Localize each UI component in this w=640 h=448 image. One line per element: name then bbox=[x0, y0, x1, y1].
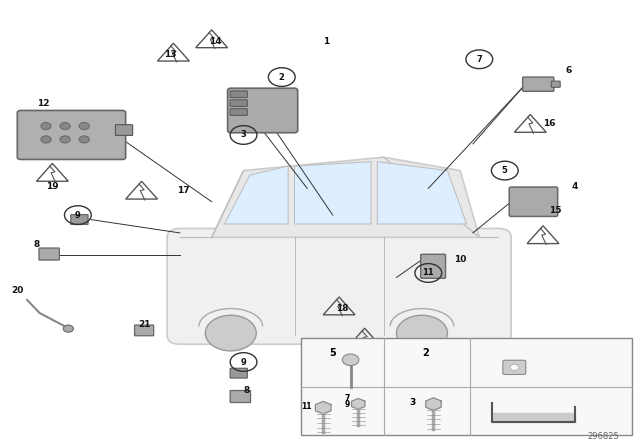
Text: 3: 3 bbox=[409, 397, 415, 407]
Text: 2: 2 bbox=[422, 348, 429, 358]
Text: 5: 5 bbox=[330, 348, 336, 358]
FancyBboxPatch shape bbox=[134, 325, 154, 336]
Text: 17: 17 bbox=[177, 186, 189, 195]
Polygon shape bbox=[426, 398, 441, 410]
Text: 10: 10 bbox=[454, 255, 467, 264]
Polygon shape bbox=[378, 162, 467, 224]
Polygon shape bbox=[225, 166, 288, 224]
Text: 19: 19 bbox=[46, 181, 59, 191]
Text: 16: 16 bbox=[543, 119, 556, 128]
Text: 18: 18 bbox=[336, 304, 349, 313]
Circle shape bbox=[60, 136, 70, 143]
Text: 20: 20 bbox=[11, 286, 24, 295]
Text: 9: 9 bbox=[75, 211, 81, 220]
Circle shape bbox=[342, 354, 359, 366]
FancyBboxPatch shape bbox=[17, 111, 125, 159]
Text: 11: 11 bbox=[422, 268, 434, 277]
Text: 9: 9 bbox=[345, 400, 350, 409]
Text: 7: 7 bbox=[476, 55, 482, 64]
Circle shape bbox=[79, 122, 90, 129]
Polygon shape bbox=[351, 399, 365, 409]
Text: 6: 6 bbox=[565, 66, 572, 75]
Polygon shape bbox=[316, 401, 331, 414]
FancyBboxPatch shape bbox=[420, 254, 445, 278]
Circle shape bbox=[79, 136, 90, 143]
Text: 4: 4 bbox=[572, 181, 578, 191]
Text: 8: 8 bbox=[33, 240, 40, 249]
Text: 21: 21 bbox=[138, 320, 151, 329]
FancyBboxPatch shape bbox=[230, 91, 247, 98]
FancyBboxPatch shape bbox=[230, 368, 247, 378]
Text: 7: 7 bbox=[345, 395, 350, 404]
Circle shape bbox=[60, 122, 70, 129]
Text: 11: 11 bbox=[301, 402, 311, 411]
Text: 14: 14 bbox=[209, 37, 221, 46]
Circle shape bbox=[41, 136, 51, 143]
Text: 1: 1 bbox=[323, 37, 330, 46]
Text: 2: 2 bbox=[279, 73, 285, 82]
Circle shape bbox=[41, 122, 51, 129]
Circle shape bbox=[205, 315, 256, 351]
FancyBboxPatch shape bbox=[71, 215, 88, 224]
FancyBboxPatch shape bbox=[228, 88, 298, 133]
FancyBboxPatch shape bbox=[551, 81, 560, 87]
Text: 3: 3 bbox=[241, 130, 246, 139]
Polygon shape bbox=[294, 162, 371, 224]
Text: 13: 13 bbox=[164, 50, 177, 59]
Polygon shape bbox=[212, 157, 479, 237]
FancyBboxPatch shape bbox=[230, 391, 250, 403]
Circle shape bbox=[510, 364, 519, 370]
Text: 296825: 296825 bbox=[588, 432, 620, 441]
FancyBboxPatch shape bbox=[503, 360, 526, 375]
Text: 15: 15 bbox=[550, 206, 562, 215]
Text: 8: 8 bbox=[244, 387, 250, 396]
Circle shape bbox=[63, 325, 74, 332]
Circle shape bbox=[396, 315, 447, 351]
FancyBboxPatch shape bbox=[39, 248, 60, 260]
FancyBboxPatch shape bbox=[509, 187, 557, 216]
FancyBboxPatch shape bbox=[523, 77, 554, 91]
FancyBboxPatch shape bbox=[230, 109, 247, 116]
FancyBboxPatch shape bbox=[167, 228, 511, 344]
Text: 17: 17 bbox=[362, 342, 374, 351]
Text: 12: 12 bbox=[36, 99, 49, 108]
Text: 5: 5 bbox=[502, 166, 508, 175]
Text: 9: 9 bbox=[241, 358, 246, 366]
FancyBboxPatch shape bbox=[115, 125, 132, 135]
Bar bbox=[301, 337, 632, 435]
FancyBboxPatch shape bbox=[230, 100, 247, 107]
